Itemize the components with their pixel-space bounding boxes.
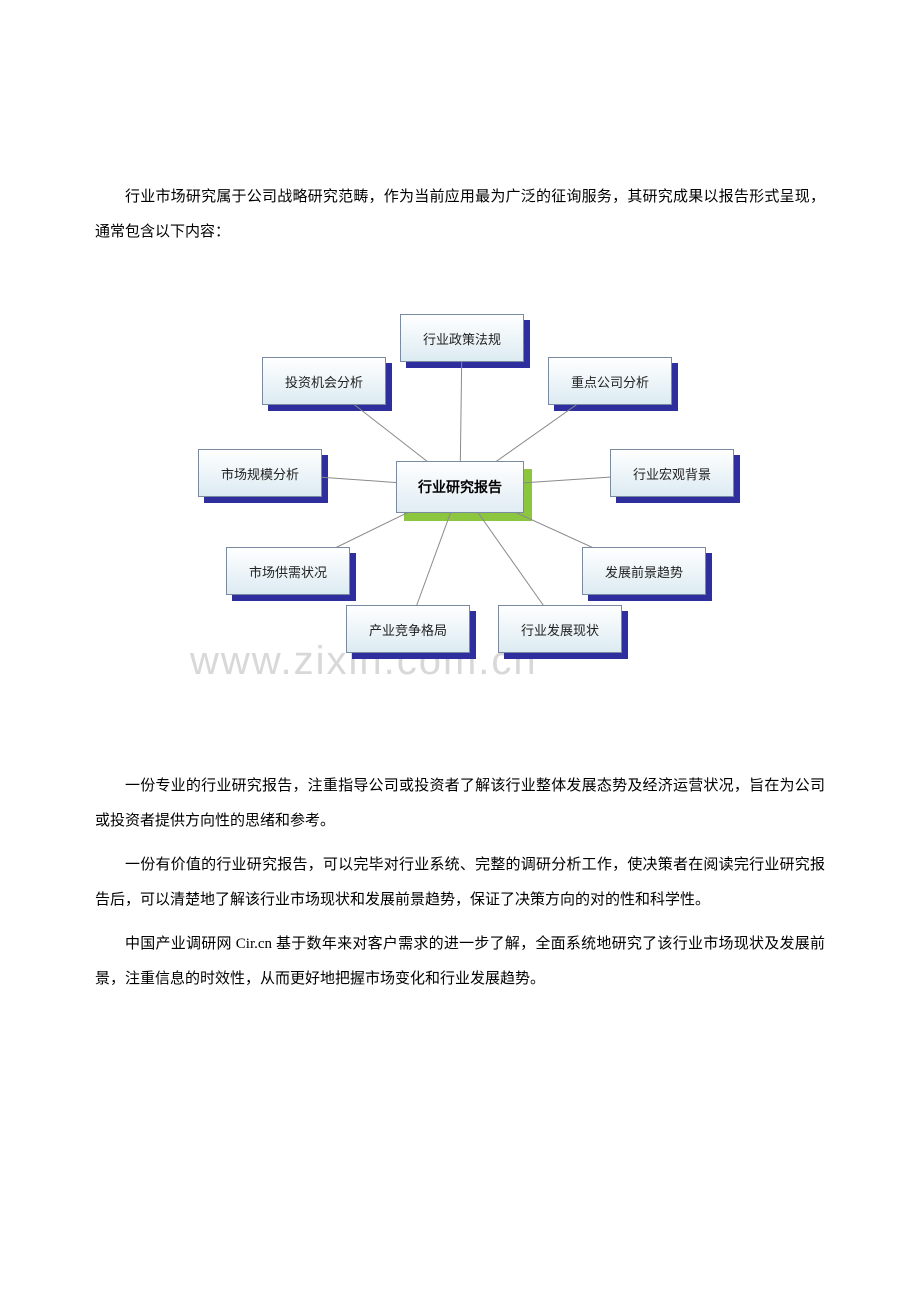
node-label: 市场规模分析 bbox=[198, 449, 322, 497]
diagram-node-scale: 市场规模分析 bbox=[198, 449, 322, 497]
diagram-node-compete: 产业竞争格局 bbox=[346, 605, 470, 653]
diagram-center-node: 行业研究报告 bbox=[396, 461, 524, 513]
node-label: 市场供需状况 bbox=[226, 547, 350, 595]
body-paragraphs: 一份专业的行业研究报告，注重指导公司或投资者了解该行业整体发展态势及经济运营状况… bbox=[95, 769, 825, 996]
node-label: 发展前景趋势 bbox=[582, 547, 706, 595]
research-report-diagram: www.zixin.com.cn 行业政策法规投资机会分析重点公司分析市场规模分… bbox=[150, 289, 770, 709]
document-page: 行业市场研究属于公司战略研究范畴，作为当前应用最为广泛的征询服务，其研究成果以报… bbox=[0, 0, 920, 996]
diagram-node-supply: 市场供需状况 bbox=[226, 547, 350, 595]
node-label: 产业竞争格局 bbox=[346, 605, 470, 653]
node-label: 重点公司分析 bbox=[548, 357, 672, 405]
node-label: 投资机会分析 bbox=[262, 357, 386, 405]
node-label: 行业政策法规 bbox=[400, 314, 524, 362]
diagram-node-policy: 行业政策法规 bbox=[400, 314, 524, 362]
body-paragraph-3: 中国产业调研网 Cir.cn 基于数年来对客户需求的进一步了解，全面系统地研究了… bbox=[95, 927, 825, 996]
diagram-node-company: 重点公司分析 bbox=[548, 357, 672, 405]
node-label: 行业发展现状 bbox=[498, 605, 622, 653]
body-paragraph-1: 一份专业的行业研究报告，注重指导公司或投资者了解该行业整体发展态势及经济运营状况… bbox=[95, 769, 825, 838]
intro-paragraph: 行业市场研究属于公司战略研究范畴，作为当前应用最为广泛的征询服务，其研究成果以报… bbox=[95, 180, 825, 249]
diagram-node-macro: 行业宏观背景 bbox=[610, 449, 734, 497]
node-label: 行业宏观背景 bbox=[610, 449, 734, 497]
diagram-node-status: 行业发展现状 bbox=[498, 605, 622, 653]
body-paragraph-2: 一份有价值的行业研究报告，可以完毕对行业系统、完整的调研分析工作，使决策者在阅读… bbox=[95, 848, 825, 917]
diagram-node-prospect: 发展前景趋势 bbox=[582, 547, 706, 595]
diagram-node-invest: 投资机会分析 bbox=[262, 357, 386, 405]
center-node-label: 行业研究报告 bbox=[396, 461, 524, 513]
